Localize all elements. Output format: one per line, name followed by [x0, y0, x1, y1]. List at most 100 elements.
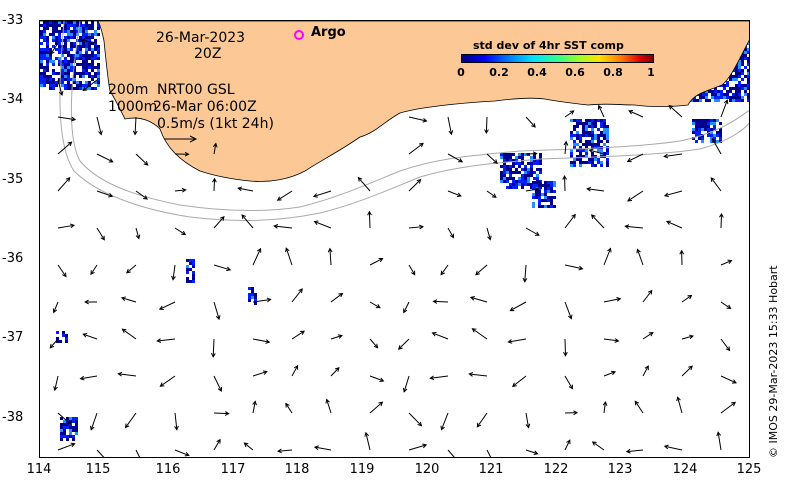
sst-cell [518, 153, 521, 156]
current-vector [97, 154, 113, 162]
current-vector [721, 214, 722, 228]
sst-cell [698, 131, 701, 134]
sst-cell [747, 93, 750, 96]
sst-cell [518, 171, 521, 174]
sst-cell [573, 158, 576, 161]
current-vector [526, 117, 535, 127]
sst-cell [91, 66, 94, 69]
sst-cell [70, 57, 73, 60]
sst-cell [512, 165, 515, 168]
sst-cell [76, 84, 79, 87]
sst-cell [82, 60, 85, 63]
sst-cell [698, 122, 701, 125]
sst-cell [67, 72, 70, 75]
sst-cell [744, 66, 747, 69]
sst-cell [603, 137, 606, 140]
sst-cell [52, 69, 55, 72]
sst-cell [729, 78, 732, 81]
sst-cell [63, 426, 66, 429]
sst-cell [97, 66, 100, 69]
sst-cell [70, 30, 73, 33]
sst-cell [82, 57, 85, 60]
sst-cell [40, 84, 43, 87]
sst-cell [744, 51, 747, 54]
sst-cell [55, 30, 58, 33]
sst-cell [251, 290, 254, 293]
sst-cell [518, 177, 521, 180]
lat-tick-label: -37 [2, 330, 32, 345]
sst-cell [547, 196, 550, 199]
sst-cell [576, 119, 579, 122]
current-vector [50, 339, 58, 348]
sst-cell [695, 128, 698, 131]
sst-cell [503, 153, 506, 156]
sst-cell [744, 84, 747, 87]
sst-cell [58, 21, 61, 24]
sst-cell [544, 190, 547, 193]
sst-cell [538, 190, 541, 193]
sst-cell [573, 143, 576, 146]
current-vector [721, 402, 735, 413]
current-vector [565, 376, 572, 389]
sst-cell [521, 162, 524, 165]
current-vector [160, 376, 175, 386]
current-vector [58, 444, 75, 450]
sst-cell [530, 171, 533, 174]
sst-cell [717, 90, 720, 93]
sst-cell [553, 190, 556, 193]
sst-cell [741, 72, 744, 75]
sst-cell [49, 75, 52, 78]
sst-cell [603, 143, 606, 146]
sst-cell [40, 60, 43, 63]
sst-cell [76, 54, 79, 57]
sst-cell [40, 57, 43, 60]
sst-cell [192, 274, 195, 277]
sst-cell [597, 158, 600, 161]
sst-cell [701, 122, 704, 125]
sst-cell [94, 66, 97, 69]
sst-cell [40, 81, 43, 84]
sst-cell [70, 45, 73, 48]
sst-cell [576, 122, 579, 125]
sst-cell [52, 84, 55, 87]
current-vector [476, 265, 487, 275]
sst-cell [73, 81, 76, 84]
current-vector [214, 217, 224, 228]
current-vector [330, 249, 331, 265]
sst-cell [539, 162, 542, 165]
sst-cell [248, 287, 251, 290]
sst-cell [94, 72, 97, 75]
sst-cell [735, 75, 738, 78]
sst-cell [70, 36, 73, 39]
sst-cell [533, 162, 536, 165]
sst-cell [544, 187, 547, 190]
sst-cell [91, 33, 94, 36]
sst-cell [732, 87, 735, 90]
sst-cell [606, 164, 609, 167]
sst-cell [570, 152, 573, 155]
sst-cell [594, 122, 597, 125]
sst-cell [70, 24, 73, 27]
sst-cell [76, 21, 79, 24]
sst-cell [710, 119, 713, 122]
sst-cell [46, 69, 49, 72]
sst-cell [708, 99, 711, 102]
sst-cell [547, 199, 550, 202]
sst-cell [63, 420, 66, 423]
sst-cell [254, 302, 257, 305]
lon-tick-label: 125 [729, 462, 769, 477]
lat-tick-label: -35 [2, 172, 32, 187]
sst-cell [254, 296, 257, 299]
sst-cell [97, 84, 100, 87]
sst-cell [91, 48, 94, 51]
sst-cell [698, 119, 701, 122]
sst-cell [73, 33, 76, 36]
sst-cell [55, 84, 58, 87]
sst-cell [64, 66, 67, 69]
sst-cell [500, 177, 503, 180]
sst-cell [85, 21, 88, 24]
sst-cell [85, 81, 88, 84]
sst-cell [576, 125, 579, 128]
sst-cell [547, 205, 550, 208]
sst-cell [43, 27, 46, 30]
